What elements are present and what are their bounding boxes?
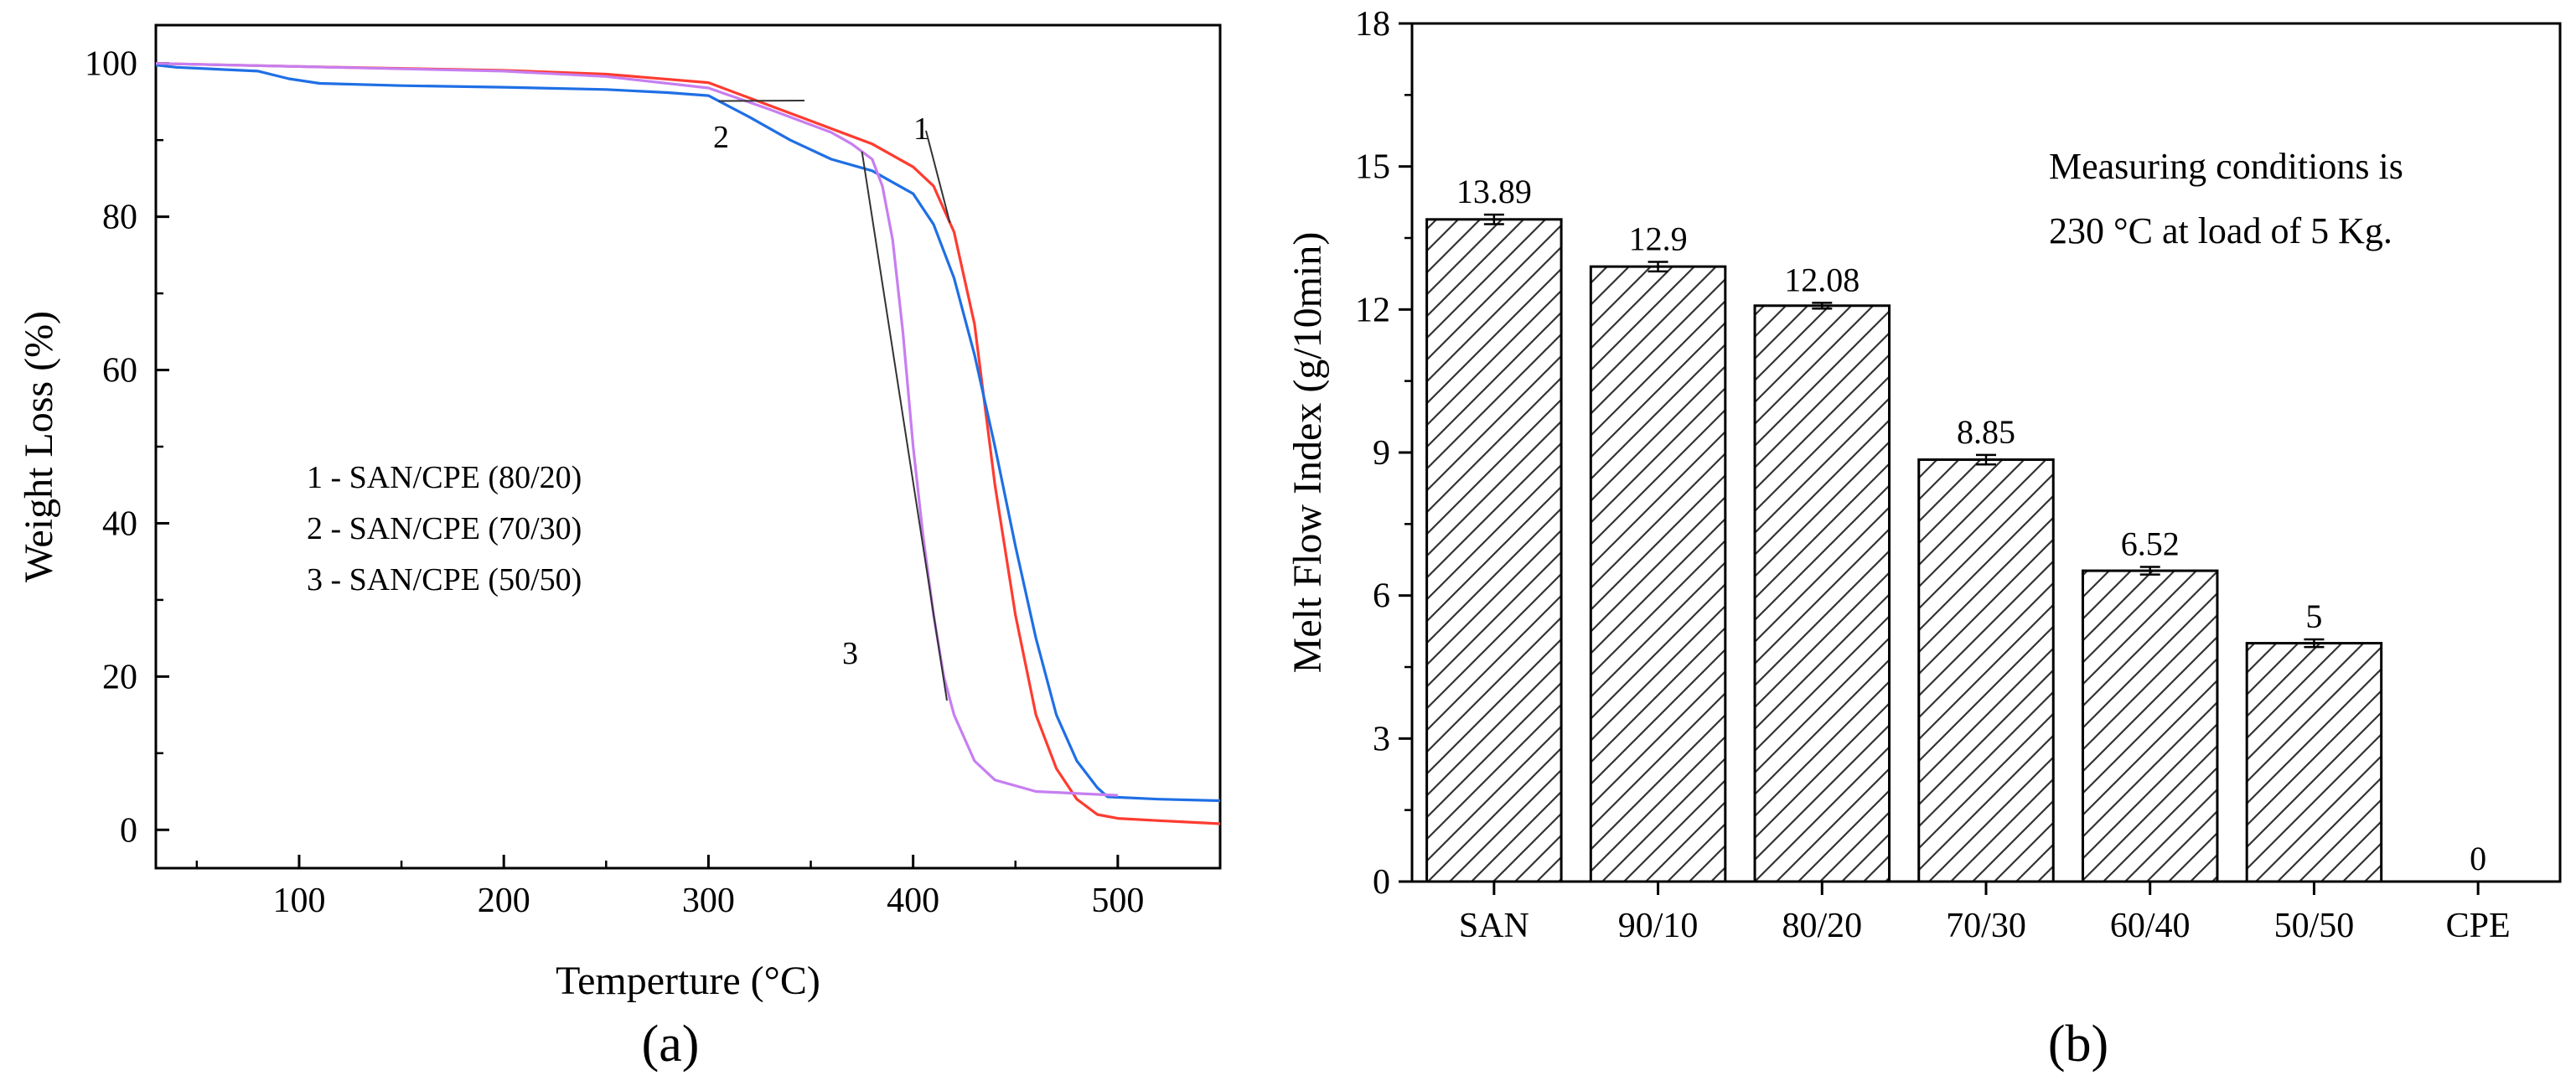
data-label-90/10: 12.9 (1629, 220, 1688, 257)
y-tick-label: 0 (120, 811, 137, 850)
panel-b-bars: 13.89 12.9 12.08 8.85 6.52 5 0 (1425, 173, 2486, 883)
curve-leader-line (861, 151, 948, 701)
panel-b-ticks: 0 3 6 9 12 15 18 SAN 90/10 80/20 70/30 60/40 50/50 CP… (1355, 5, 2511, 945)
panel-b-label: (b) (2048, 1016, 2108, 1073)
note-line-1: Measuring conditions is (2049, 146, 2403, 187)
curve-label-1: 1 (913, 111, 929, 147)
x-tick-label: 200 (478, 882, 530, 920)
y-tick-label: 6 (1373, 577, 1390, 616)
series-line-1 (156, 62, 1220, 825)
series-line-2 (156, 64, 1220, 803)
panel-a: 100 200 300 400 500 0 20 40 60 80 100 1 2 3 Tempertu… (17, 23, 1222, 1073)
curve-label-3: 3 (842, 636, 858, 671)
x-tick-label: 500 (1091, 882, 1144, 920)
y-tick-label: 20 (102, 658, 137, 696)
panel-b: 0 3 6 9 12 15 18 SAN 90/10 80/20 70/30 60/40 50/50 CP… (1285, 5, 2562, 1073)
curve-leader-line (925, 130, 951, 224)
legend-entry-2: 2 - SAN/CPE (70/30) (307, 511, 582, 546)
x-tick-label: 90/10 (1618, 907, 1699, 945)
panel-a-annotations: 1 2 3 (713, 100, 951, 701)
y-tick-label: 100 (85, 45, 137, 84)
data-label-70/30: 8.85 (1957, 413, 2015, 451)
y-tick-label: 0 (1373, 863, 1390, 902)
y-tick-label: 12 (1355, 291, 1390, 329)
panel-a-curves (156, 62, 1220, 825)
y-tick-label: 80 (102, 199, 137, 237)
x-tick-label: 60/40 (2110, 907, 2191, 945)
bar-50/50 (2245, 642, 2383, 883)
curve-label-2: 2 (713, 120, 729, 155)
y-tick-label: 9 (1373, 434, 1390, 473)
note-line-2: 230 °C at load of 5 Kg. (2049, 210, 2392, 251)
panel-a-ylabel: Weight Loss (%) (17, 311, 61, 582)
data-label-SAN: 13.89 (1456, 173, 1532, 210)
legend-entry-1: 1 - SAN/CPE (80/20) (307, 460, 582, 495)
bar-80/20 (1753, 304, 1891, 883)
measuring-note: Measuring conditions is 230 °C at load o… (2049, 146, 2403, 251)
panel-a-ticks: 100 200 300 400 500 0 20 40 60 80 100 (85, 45, 1222, 920)
y-tick-label: 18 (1355, 5, 1390, 44)
bar-70/30 (1917, 458, 2055, 883)
data-label-CPE: 0 (2470, 840, 2486, 877)
y-tick-label: 40 (102, 504, 137, 543)
bar-90/10 (1589, 265, 1727, 883)
y-tick-label: 15 (1355, 148, 1390, 187)
bar-SAN (1425, 218, 1563, 883)
x-tick-label: 50/50 (2274, 907, 2355, 945)
bar-60/40 (2081, 569, 2219, 883)
data-label-80/20: 12.08 (1784, 261, 1860, 298)
x-tick-label: 70/30 (1946, 907, 2026, 945)
panel-a-xlabel: Temperture (°C) (556, 959, 820, 1003)
panel-a-legend: 1 - SAN/CPE (80/20) 2 - SAN/CPE (70/30) … (307, 460, 582, 597)
x-tick-label: SAN (1459, 907, 1529, 945)
legend-entry-3: 3 - SAN/CPE (50/50) (307, 562, 582, 597)
x-tick-label: 300 (682, 882, 735, 920)
x-tick-label: 80/20 (1782, 907, 1862, 945)
data-label-50/50: 5 (2305, 597, 2322, 635)
y-tick-label: 3 (1373, 720, 1390, 758)
x-tick-label: 400 (887, 882, 939, 920)
panel-b-ylabel: Melt Flow Index (g/10min) (1285, 232, 1330, 674)
panel-a-label: (a) (642, 1016, 700, 1073)
x-tick-label: CPE (2446, 907, 2511, 945)
x-tick-label: 100 (272, 882, 325, 920)
panel-a-frame (154, 23, 1222, 870)
data-label-60/40: 6.52 (2121, 525, 2180, 563)
y-tick-label: 60 (102, 352, 137, 391)
series-line-3 (156, 62, 1118, 797)
